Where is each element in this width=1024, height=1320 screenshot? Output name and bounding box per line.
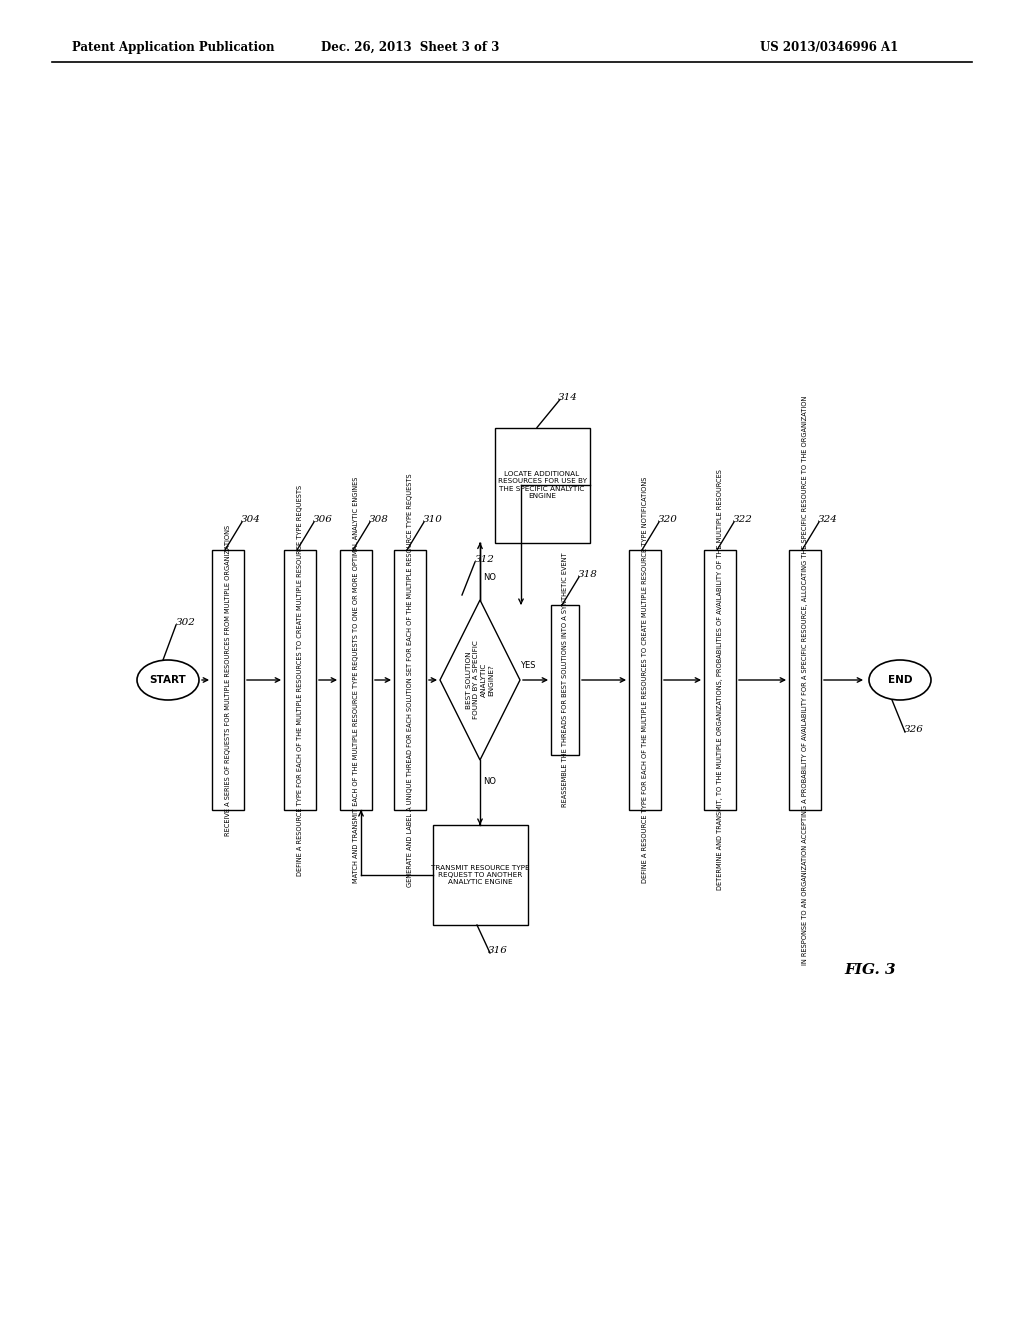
Text: 304: 304: [241, 515, 261, 524]
Text: Patent Application Publication: Patent Application Publication: [72, 41, 274, 54]
Text: NO: NO: [483, 777, 497, 787]
Ellipse shape: [137, 660, 199, 700]
Text: START: START: [150, 675, 186, 685]
Text: DETERMINE AND TRANSMIT, TO THE MULTIPLE ORGANIZATIONS, PROBABILITIES OF AVAILABI: DETERMINE AND TRANSMIT, TO THE MULTIPLE …: [717, 470, 723, 891]
Text: REASSEMBLE THE THREADS FOR BEST SOLUTIONS INTO A SYNTHETIC EVENT: REASSEMBLE THE THREADS FOR BEST SOLUTION…: [562, 553, 568, 808]
Bar: [551, 605, 579, 755]
Bar: [432, 825, 527, 925]
Text: YES: YES: [520, 661, 536, 671]
Bar: [790, 550, 821, 810]
Text: 314: 314: [558, 392, 578, 401]
Text: TRANSMIT RESOURCE TYPE
REQUEST TO ANOTHER
ANALYTIC ENGINE: TRANSMIT RESOURCE TYPE REQUEST TO ANOTHE…: [431, 865, 529, 886]
Bar: [629, 550, 662, 810]
Bar: [705, 550, 736, 810]
Text: MATCH AND TRANSMIT EACH OF THE MULTIPLE RESOURCE TYPE REQUESTS TO ONE OR MORE OP: MATCH AND TRANSMIT EACH OF THE MULTIPLE …: [353, 477, 359, 883]
Text: BEST SOLUTION
FOUND BY A SPECIFIC
ANALYTIC
ENGINE?: BEST SOLUTION FOUND BY A SPECIFIC ANALYT…: [466, 640, 495, 719]
Bar: [212, 550, 244, 810]
Text: DEFINE A RESOURCE TYPE FOR EACH OF THE MULTIPLE RESOURCES TO CREATE MULTIPLE RES: DEFINE A RESOURCE TYPE FOR EACH OF THE M…: [642, 477, 648, 883]
Text: IN RESPONSE TO AN ORGANIZATION ACCEPTING A PROBABILITY OF AVAILABILITY FOR A SPE: IN RESPONSE TO AN ORGANIZATION ACCEPTING…: [802, 395, 808, 965]
Text: FIG. 3: FIG. 3: [844, 964, 896, 977]
Bar: [284, 550, 316, 810]
Text: 318: 318: [578, 570, 598, 579]
Text: 316: 316: [488, 946, 508, 954]
Text: 306: 306: [313, 515, 333, 524]
Text: 308: 308: [369, 515, 389, 524]
Text: NO: NO: [483, 573, 497, 582]
Text: 322: 322: [733, 515, 753, 524]
Text: 326: 326: [904, 725, 924, 734]
Ellipse shape: [869, 660, 931, 700]
Text: GENERATE AND LABEL A UNIQUE THREAD FOR EACH SOLUTION SET FOR EACH OF THE MULTIPL: GENERATE AND LABEL A UNIQUE THREAD FOR E…: [407, 473, 413, 887]
Text: 312: 312: [475, 554, 495, 564]
Text: 324: 324: [818, 515, 838, 524]
Text: 302: 302: [176, 618, 196, 627]
Text: LOCATE ADDITIONAL
RESOURCES FOR USE BY
THE SPECIFIC ANALYTIC
ENGINE: LOCATE ADDITIONAL RESOURCES FOR USE BY T…: [498, 471, 587, 499]
Text: 310: 310: [423, 515, 442, 524]
Bar: [495, 428, 590, 543]
Polygon shape: [440, 601, 520, 760]
Text: Dec. 26, 2013  Sheet 3 of 3: Dec. 26, 2013 Sheet 3 of 3: [321, 41, 499, 54]
Text: 320: 320: [658, 515, 678, 524]
Text: US 2013/0346996 A1: US 2013/0346996 A1: [760, 41, 898, 54]
Text: DEFINE A RESOURCE TYPE FOR EACH OF THE MULTIPLE RESOURCES TO CREATE MULTIPLE RES: DEFINE A RESOURCE TYPE FOR EACH OF THE M…: [297, 484, 303, 875]
Text: RECEIVE A SERIES OF REQUESTS FOR MULTIPLE RESOURCES FROM MULTIPLE ORGANIZATIONS: RECEIVE A SERIES OF REQUESTS FOR MULTIPL…: [225, 524, 231, 836]
Bar: [394, 550, 426, 810]
Text: END: END: [888, 675, 912, 685]
Bar: [340, 550, 372, 810]
